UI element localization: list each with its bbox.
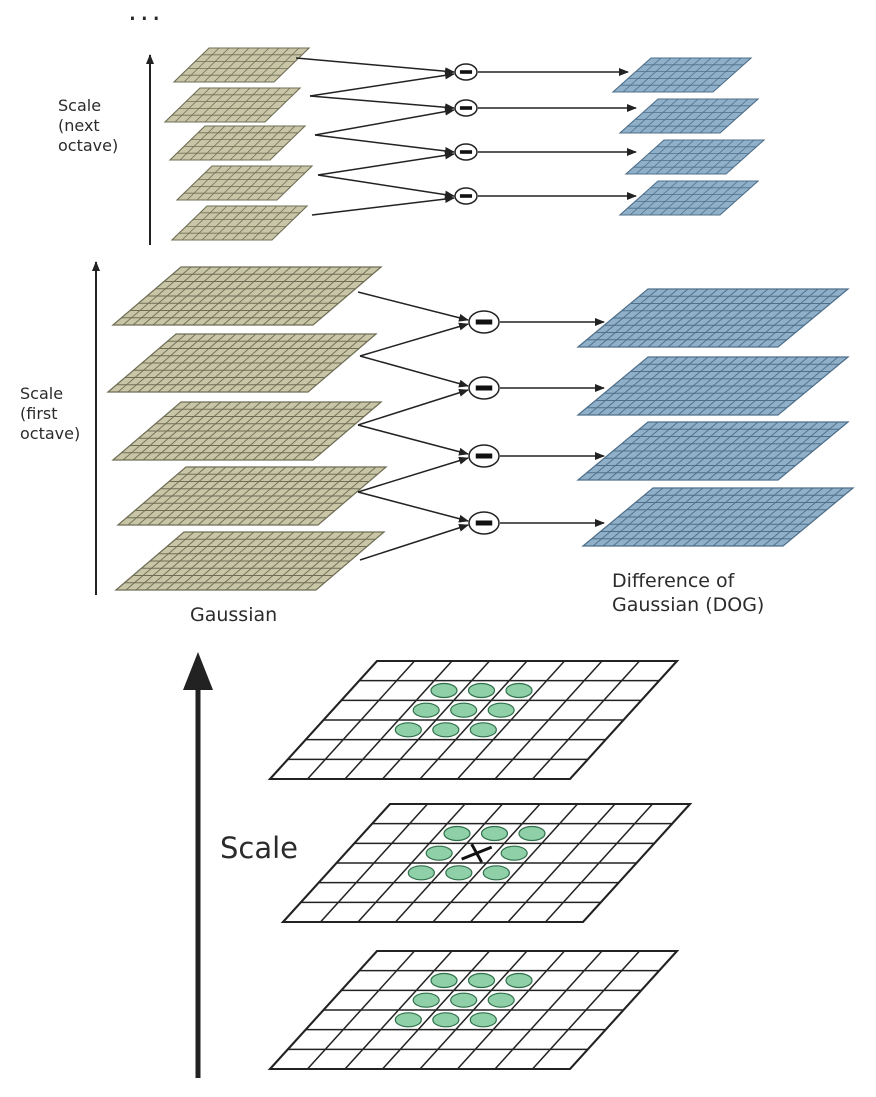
neighbor-sample-dot — [432, 1012, 460, 1028]
gaussian-layer-next-4 — [175, 165, 314, 201]
sub-arrow-next-a2 — [309, 95, 455, 112]
minus-icon-next-2 — [454, 99, 478, 117]
neighbor-sample-dot — [505, 682, 533, 699]
scale-next-line2: (next — [58, 116, 100, 135]
scale-grid-middle — [280, 802, 693, 924]
neighbor-sample-dot — [445, 865, 473, 881]
minus-icon-next-4 — [454, 187, 478, 205]
gaussian-layer-next-1 — [172, 47, 311, 83]
gaussian-layer-next-2 — [163, 87, 302, 123]
neighbor-sample-dot — [412, 992, 440, 1008]
dog-layer-next-4 — [618, 180, 760, 216]
sub-arrow-first-a1 — [357, 291, 469, 322]
gaussian-label: Gaussian — [190, 604, 278, 626]
dog-label: Difference of Gaussian (DOG) — [612, 570, 764, 618]
dog-layer-first-1 — [576, 288, 850, 348]
scale-grid-upper — [267, 659, 680, 781]
gaussian-layer-first-5 — [114, 531, 386, 591]
dog-layer-next-3 — [624, 139, 766, 175]
neighbor-sample-dot — [518, 825, 546, 842]
neighbor-sample-dot — [425, 845, 453, 861]
dog-line2: Gaussian (DOG) — [612, 593, 765, 616]
dog-layer-next-1 — [611, 57, 753, 93]
minus-icon-first-4 — [468, 511, 500, 535]
sub-arrow-first-a3 — [357, 424, 469, 456]
dog-layer-first-2 — [576, 356, 850, 416]
gaussian-layer-next-3 — [168, 125, 307, 161]
neighbor-sample-dot — [394, 1012, 422, 1028]
minus-icon-first-2 — [468, 376, 500, 400]
sample-point-x-icon — [461, 843, 493, 863]
dog-stack-first-octave — [576, 288, 855, 547]
neighbor-sample-dot — [430, 972, 458, 989]
neighbor-sample-dot — [500, 845, 528, 861]
gaussian-layer-first-3 — [111, 401, 383, 461]
scale-next-line1: Scale — [58, 96, 102, 115]
neighbor-sample-dot — [505, 972, 533, 989]
gaussian-stack-next-octave — [163, 47, 314, 241]
subtraction-arrows — [295, 57, 637, 561]
sub-arrow-next-b4 — [311, 195, 455, 216]
neighbor-sample-dot — [450, 992, 478, 1008]
neighbor-sample-dot — [412, 702, 440, 718]
neighbor-sample-dot — [432, 722, 460, 738]
neighbor-sample-dot — [443, 825, 471, 842]
scale-next-octave-label: Scale (next octave) — [58, 96, 118, 156]
sub-arrow-next-b1 — [309, 71, 455, 97]
dog-line1: Difference of — [612, 570, 735, 592]
neighbor-sample-dot — [487, 992, 515, 1008]
dog-layer-first-4 — [581, 487, 855, 547]
extrema-detection-grids — [267, 659, 693, 1071]
minus-icon-first-1 — [468, 310, 500, 334]
sub-arrow-next-b2 — [314, 107, 455, 136]
sub-arrow-first-b2 — [357, 388, 469, 426]
sub-arrow-next-a3 — [314, 134, 455, 155]
scale-first-line1: Scale — [20, 384, 64, 403]
gaussian-layer-first-1 — [111, 266, 383, 326]
neighbor-sample-dot — [430, 682, 458, 699]
sub-arrow-first-b1 — [359, 322, 469, 357]
neighbor-sample-dot — [469, 1012, 497, 1028]
sub-arrow-next-a4 — [317, 174, 455, 199]
scale-first-octave-label: Scale (first octave) — [20, 384, 80, 444]
sub-arrow-first-a4 — [357, 491, 469, 523]
gaussian-layer-next-5 — [170, 205, 309, 241]
sub-arrow-next-b3 — [317, 151, 455, 176]
scale-axis-bottom-arrowhead — [183, 652, 213, 690]
neighbor-sample-dot — [467, 972, 496, 989]
more-octaves-ellipsis: ... — [128, 0, 164, 27]
scale-first-line2: (first — [20, 404, 58, 423]
gaussian-layer-first-4 — [116, 466, 388, 526]
neighbor-sample-dot — [469, 722, 497, 738]
neighbor-sample-dot — [394, 722, 422, 738]
scale-bottom-label: Scale — [220, 831, 299, 865]
dog-layer-first-3 — [576, 421, 850, 481]
gaussian-layer-first-2 — [106, 333, 378, 393]
dog-layer-next-2 — [618, 98, 760, 134]
dog-stack-next-octave — [611, 57, 766, 216]
neighbor-sample-dot — [407, 865, 435, 881]
scale-grid-lower — [267, 949, 680, 1071]
sub-arrow-first-b3 — [357, 456, 469, 493]
neighbor-sample-dot — [467, 682, 496, 699]
sub-arrow-next-a1 — [295, 57, 455, 76]
minus-icon-next-3 — [454, 143, 478, 161]
minus-icon-next-1 — [454, 63, 478, 81]
sub-arrow-first-a2 — [359, 355, 469, 388]
neighbor-sample-dot — [480, 825, 509, 842]
scale-first-line3: octave) — [20, 424, 81, 443]
neighbor-sample-dot — [450, 702, 478, 718]
gaussian-stack-first-octave — [106, 266, 388, 591]
sub-arrow-first-b4 — [359, 523, 469, 561]
neighbor-sample-dot — [487, 702, 515, 718]
scale-next-line3: octave) — [58, 136, 119, 155]
minus-icon-first-3 — [468, 444, 500, 468]
neighbor-sample-dot — [482, 865, 510, 881]
